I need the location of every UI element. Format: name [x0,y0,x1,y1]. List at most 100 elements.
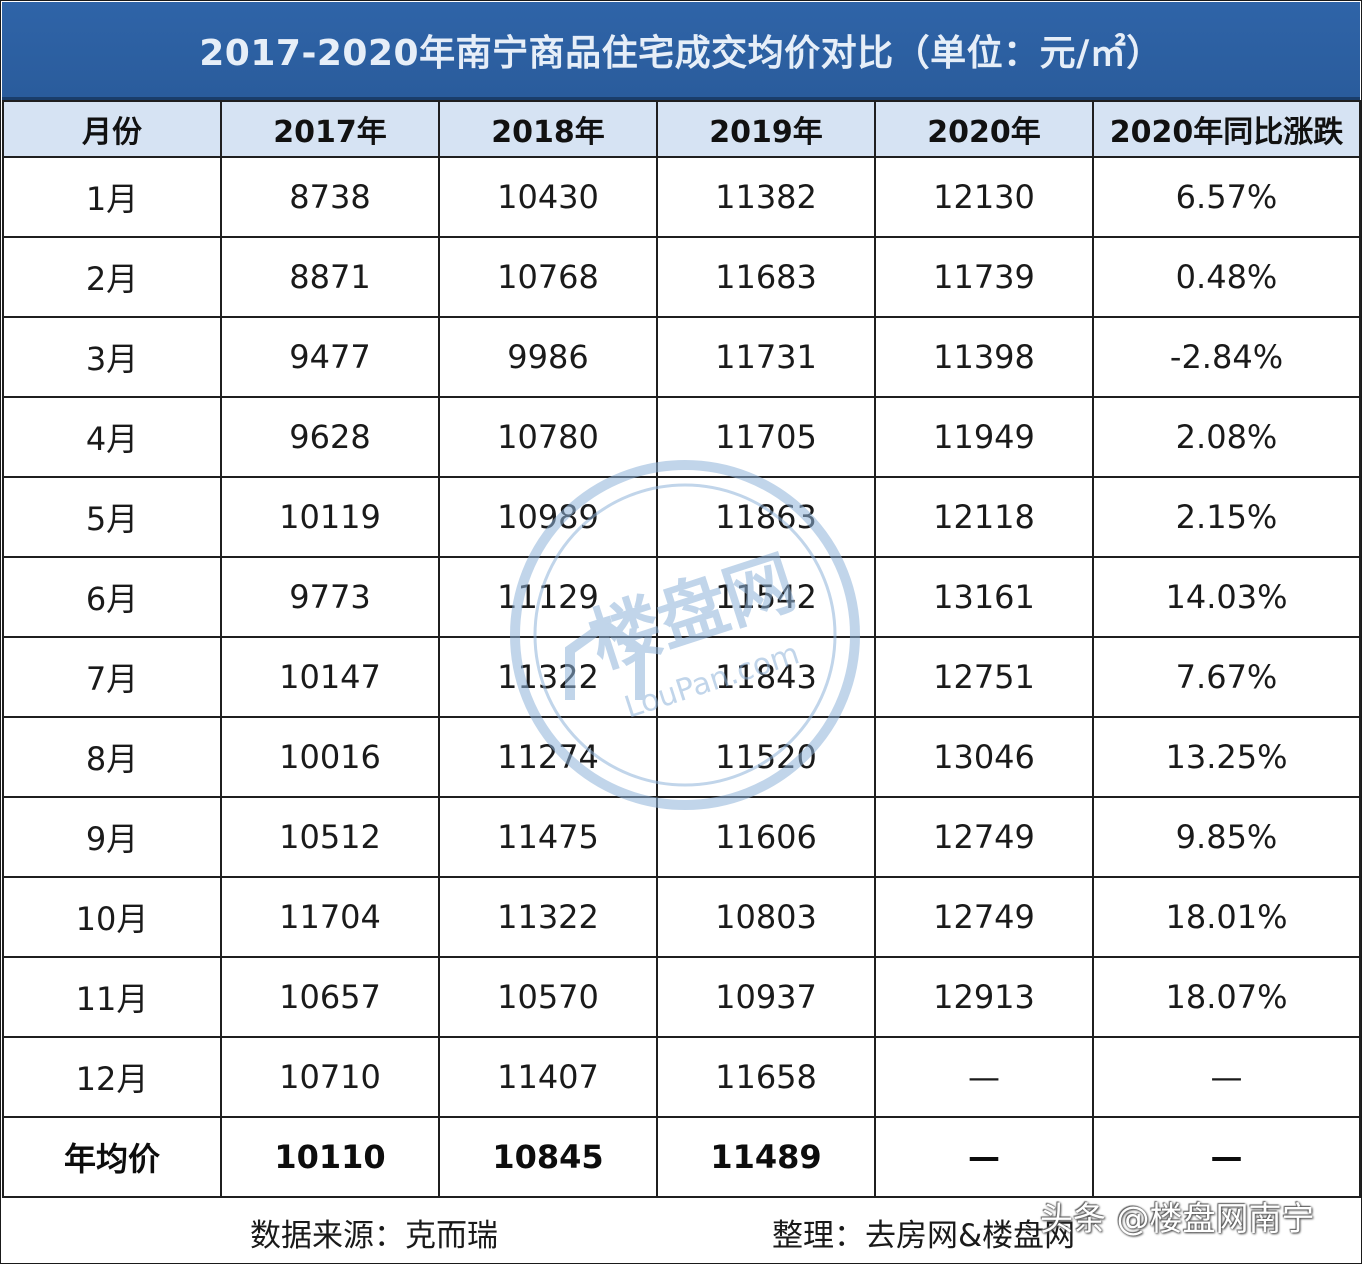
month-cell: 12月 [2,1036,222,1118]
price-2017-cell: 11704 [220,876,440,958]
price-2019-cell: 11658 [656,1036,876,1118]
average-row: 年均价 10110 10845 11489 — — [2,1116,1361,1198]
price-2019-cell: 11520 [656,716,876,798]
price-2020-cell: 12749 [874,796,1094,878]
price-2019-cell: 11683 [656,236,876,318]
price-2017-cell: 10710 [220,1036,440,1118]
yoy-change-cell: 9.85% [1092,796,1361,878]
price-2018-cell: 11274 [438,716,658,798]
price-2019-cell: 11863 [656,476,876,558]
table-row: 3月 9477 9986 11731 11398 -2.84% [2,316,1361,398]
price-2020-cell: — [874,1036,1094,1118]
yoy-change-cell: 13.25% [1092,716,1361,798]
price-2020-cell: 12118 [874,476,1094,558]
price-2020-cell: 12913 [874,956,1094,1038]
price-2017-cell: 10016 [220,716,440,798]
yoy-change-cell: — [1092,1036,1361,1118]
table-row: 8月 10016 11274 11520 13046 13.25% [2,716,1361,798]
yoy-change-cell: -2.84% [1092,316,1361,398]
data-source-note: 数据来源：克而瑞 [250,1218,498,1254]
price-2017-cell: 10119 [220,476,440,558]
price-2020-cell: 13161 [874,556,1094,638]
month-cell: 9月 [2,796,222,878]
table-row: 5月 10119 10989 11863 12118 2.15% [2,476,1361,558]
average-2017-cell: 10110 [220,1116,440,1198]
average-label-cell: 年均价 [2,1116,222,1198]
table-title: 2017-2020年南宁商品住宅成交均价对比（单位：元/㎡） [199,32,1163,74]
table-row: 4月 9628 10780 11705 11949 2.08% [2,396,1361,478]
yoy-change-cell: 14.03% [1092,556,1361,638]
average-2019-cell: 11489 [656,1116,876,1198]
price-2020-cell: 13046 [874,716,1094,798]
table-row: 10月 11704 11322 10803 12749 18.01% [2,876,1361,958]
price-2018-cell: 11322 [438,636,658,718]
price-table: 月份 2017年 2018年 2019年 2020年 2020年同比涨跌 1月 … [2,100,1361,1198]
price-2018-cell: 11475 [438,796,658,878]
price-2018-cell: 9986 [438,316,658,398]
month-cell: 7月 [2,636,222,718]
header-month: 月份 [2,100,222,158]
table-row: 9月 10512 11475 11606 12749 9.85% [2,796,1361,878]
average-2018-cell: 10845 [438,1116,658,1198]
price-2019-cell: 11382 [656,156,876,238]
average-2020-cell: — [874,1116,1094,1198]
month-cell: 10月 [2,876,222,958]
price-2018-cell: 10780 [438,396,658,478]
title-bar: 2017-2020年南宁商品住宅成交均价对比（单位：元/㎡） [2,2,1360,100]
toutiao-attribution: 头条 @楼盘网南宁 [1040,1199,1315,1238]
month-cell: 6月 [2,556,222,638]
month-cell: 2月 [2,236,222,318]
yoy-change-cell: 7.67% [1092,636,1361,718]
header-row: 月份 2017年 2018年 2019年 2020年 2020年同比涨跌 [2,100,1361,158]
month-cell: 1月 [2,156,222,238]
header-2019: 2019年 [656,100,876,158]
price-2018-cell: 11129 [438,556,658,638]
editor-note: 整理：去房网&楼盘网 [772,1218,1076,1254]
yoy-change-cell: 18.07% [1092,956,1361,1038]
table-row: 1月 8738 10430 11382 12130 6.57% [2,156,1361,238]
price-2019-cell: 11731 [656,316,876,398]
header-2020: 2020年 [874,100,1094,158]
month-cell: 4月 [2,396,222,478]
price-2018-cell: 10989 [438,476,658,558]
price-2019-cell: 10937 [656,956,876,1038]
month-cell: 5月 [2,476,222,558]
price-2019-cell: 10803 [656,876,876,958]
price-2018-cell: 10768 [438,236,658,318]
price-2020-cell: 12751 [874,636,1094,718]
yoy-change-cell: 6.57% [1092,156,1361,238]
price-2019-cell: 11542 [656,556,876,638]
price-2020-cell: 12130 [874,156,1094,238]
table-row: 12月 10710 11407 11658 — — [2,1036,1361,1118]
header-2018: 2018年 [438,100,658,158]
average-yoy-cell: — [1092,1116,1361,1198]
price-2019-cell: 11705 [656,396,876,478]
price-2019-cell: 11843 [656,636,876,718]
price-2017-cell: 10512 [220,796,440,878]
month-cell: 8月 [2,716,222,798]
price-2020-cell: 11949 [874,396,1094,478]
header-yoy-change: 2020年同比涨跌 [1092,100,1361,158]
yoy-change-cell: 2.15% [1092,476,1361,558]
price-2018-cell: 10430 [438,156,658,238]
price-2017-cell: 8871 [220,236,440,318]
table-row: 6月 9773 11129 11542 13161 14.03% [2,556,1361,638]
price-2018-cell: 11322 [438,876,658,958]
price-2017-cell: 8738 [220,156,440,238]
price-2020-cell: 11398 [874,316,1094,398]
price-2020-cell: 11739 [874,236,1094,318]
price-2018-cell: 10570 [438,956,658,1038]
price-2020-cell: 12749 [874,876,1094,958]
yoy-change-cell: 18.01% [1092,876,1361,958]
table-row: 2月 8871 10768 11683 11739 0.48% [2,236,1361,318]
price-2017-cell: 9773 [220,556,440,638]
table-row: 7月 10147 11322 11843 12751 7.67% [2,636,1361,718]
price-2017-cell: 10657 [220,956,440,1038]
header-2017: 2017年 [220,100,440,158]
month-cell: 3月 [2,316,222,398]
footer: 数据来源：克而瑞 整理：去房网&楼盘网 [2,1196,1360,1262]
price-2017-cell: 10147 [220,636,440,718]
price-2017-cell: 9628 [220,396,440,478]
yoy-change-cell: 2.08% [1092,396,1361,478]
